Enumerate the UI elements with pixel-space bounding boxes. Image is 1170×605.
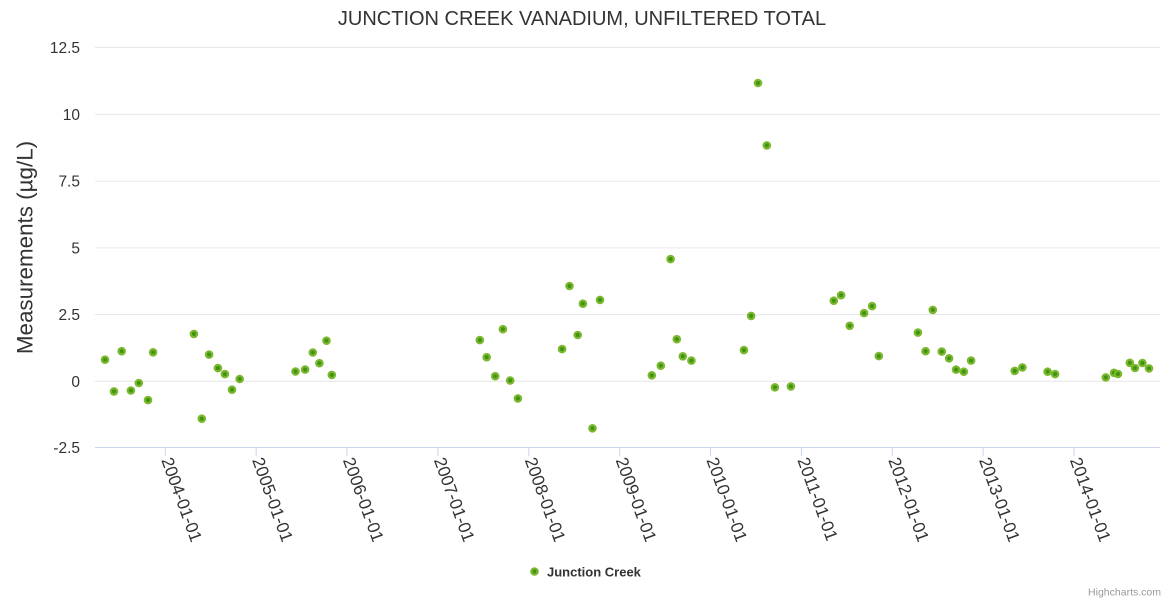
svg-text:JUNCTION CREEK VANADIUM, UNFIL: JUNCTION CREEK VANADIUM, UNFILTERED TOTA… xyxy=(338,8,826,30)
svg-text:Highcharts.com: Highcharts.com xyxy=(1088,587,1161,599)
svg-text:0: 0 xyxy=(71,374,80,391)
svg-text:-2.5: -2.5 xyxy=(53,440,80,457)
svg-text:2.5: 2.5 xyxy=(58,307,80,324)
svg-text:5: 5 xyxy=(71,241,80,258)
svg-text:7.5: 7.5 xyxy=(58,174,80,191)
svg-text:Measurements (µg/L): Measurements (µg/L) xyxy=(13,141,38,354)
svg-text:Junction Creek: Junction Creek xyxy=(547,565,642,580)
svg-text:10: 10 xyxy=(63,107,81,124)
svg-text:12.5: 12.5 xyxy=(50,40,80,57)
